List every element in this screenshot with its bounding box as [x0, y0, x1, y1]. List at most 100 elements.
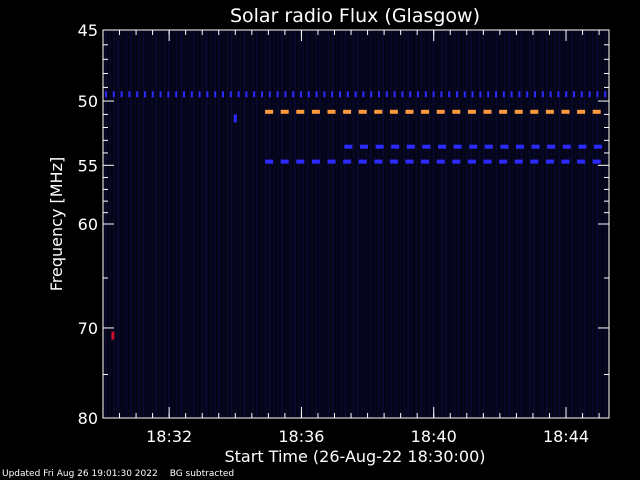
noise-column [592, 31, 594, 417]
noise-column [390, 31, 393, 417]
noise-column [268, 31, 271, 417]
band-0-segment [346, 91, 349, 98]
noise-column [310, 31, 313, 417]
y-axis-title: Frequency [MHz] [47, 157, 66, 291]
band-3-segment [343, 159, 352, 164]
x-tick-label: 18:32 [146, 427, 192, 446]
band-3-segment [405, 159, 414, 164]
noise-column [596, 31, 598, 417]
band-3-segment [514, 159, 523, 164]
noise-column [495, 31, 498, 417]
noise-column [457, 31, 460, 417]
noise-column [487, 31, 489, 417]
noise-column [172, 31, 174, 417]
noise-column [205, 31, 208, 417]
band-3-segment [358, 159, 367, 164]
band-2-segment [469, 144, 478, 149]
noise-column [550, 31, 552, 417]
band-2-segment [422, 144, 431, 149]
noise-column [562, 31, 565, 417]
band-0-segment [323, 91, 326, 98]
noise-column [520, 31, 523, 417]
band-1-segment [577, 109, 586, 114]
band-0-segment [596, 91, 599, 98]
noise-column [466, 31, 468, 417]
x-axis-title: Start Time (26-Aug-22 18:30:00) [225, 447, 486, 466]
band-0-segment [370, 91, 373, 98]
band-0-segment [448, 91, 451, 98]
band-0-segment [417, 91, 419, 98]
noise-column [222, 31, 225, 417]
noise-column [411, 31, 414, 417]
noise-column [273, 31, 275, 417]
band-2-segment [406, 144, 415, 149]
noise-column [445, 31, 447, 417]
band-0-segment [557, 91, 560, 98]
noise-column [163, 31, 166, 417]
noise-column [197, 31, 199, 417]
noise-column [537, 31, 540, 417]
noise-column [415, 31, 418, 417]
spot-1 [111, 331, 115, 340]
noise-column [214, 31, 216, 417]
noise-column [134, 31, 136, 417]
band-0-segment [604, 91, 607, 98]
noise-column [361, 31, 363, 417]
band-1-segment [530, 109, 539, 114]
spot-0 [233, 114, 237, 123]
band-0-segment [588, 91, 591, 98]
noise-column [285, 31, 288, 417]
band-2-segment [484, 144, 493, 149]
noise-column [554, 31, 556, 417]
band-2-segment [391, 144, 400, 149]
noise-column [512, 31, 514, 417]
noise-column [315, 31, 317, 417]
band-3-segment [577, 159, 586, 164]
noise-column [243, 31, 246, 417]
band-0-segment [105, 91, 107, 98]
band-0-segment [385, 91, 388, 98]
band-3-segment [436, 159, 445, 164]
band-0-segment [253, 91, 256, 98]
noise-column [357, 31, 359, 417]
band-0-segment [136, 91, 139, 98]
noise-column [189, 31, 191, 417]
band-0-segment [245, 91, 248, 98]
band-3-segment [545, 159, 554, 164]
noise-column [474, 31, 477, 417]
band-1-segment [421, 109, 430, 114]
band-0-segment [393, 91, 396, 98]
noise-column [386, 31, 388, 417]
band-0-segment [190, 91, 193, 98]
band-1-segment [311, 109, 320, 114]
noise-column [407, 31, 409, 417]
noise-column [571, 31, 573, 417]
noise-column [151, 31, 153, 417]
band-0-segment [237, 91, 240, 98]
noise-column [231, 31, 233, 417]
band-3-segment [499, 159, 508, 164]
band-0-segment [307, 91, 310, 98]
noise-column [382, 31, 384, 417]
noise-column [201, 31, 204, 417]
noise-column [491, 31, 493, 417]
band-3-segment [467, 159, 476, 164]
noise-column [159, 31, 162, 417]
noise-column [298, 31, 300, 417]
band-1-segment [265, 109, 274, 114]
noise-column [130, 31, 132, 417]
spectrogram-heat-layer [103, 30, 609, 418]
band-1-segment [436, 109, 445, 114]
noise-column [336, 31, 338, 417]
noise-column [420, 31, 422, 417]
band-0-segment [292, 91, 295, 98]
band-0-segment [331, 91, 334, 98]
band-0-segment [354, 91, 357, 98]
band-0-segment [409, 91, 412, 98]
processing-status: BG subtracted [169, 469, 235, 479]
y-tick-label: 80 [78, 409, 98, 428]
band-0-segment [495, 91, 497, 98]
band-2-segment [344, 144, 353, 149]
band-3-segment [389, 159, 398, 164]
band-0-segment [315, 91, 318, 98]
